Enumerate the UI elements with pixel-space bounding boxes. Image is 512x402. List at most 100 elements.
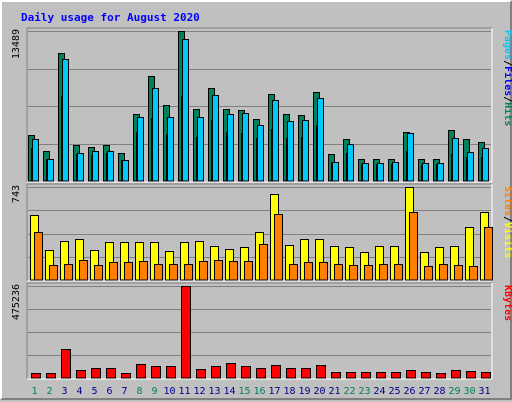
bar-sites xyxy=(34,232,43,281)
legend-entry: / xyxy=(502,216,512,222)
bar-kbytes xyxy=(211,366,221,379)
bar-pages xyxy=(392,162,399,182)
bar-sites xyxy=(229,261,238,281)
day-label: 8 xyxy=(136,386,142,397)
bar-pages xyxy=(302,120,309,182)
bar-kbytes xyxy=(361,372,371,379)
bar-sites xyxy=(184,264,193,281)
bar-sites xyxy=(304,262,313,281)
bar-kbytes xyxy=(76,370,86,379)
panel-hits_files_pages: 13489 Pages/Files/Hits xyxy=(11,27,512,183)
day-label: 23 xyxy=(358,386,370,397)
bar-kbytes xyxy=(226,363,236,379)
day-label: 14 xyxy=(223,386,235,397)
bar-pages xyxy=(77,153,84,182)
bar-kbytes xyxy=(451,370,461,379)
bar-sites xyxy=(364,265,373,281)
day-label: 12 xyxy=(193,386,205,397)
day-label: 3 xyxy=(61,386,67,397)
bar-sites xyxy=(289,264,298,281)
day-label: 20 xyxy=(313,386,325,397)
bar-pages xyxy=(332,162,339,182)
bar-kbytes xyxy=(301,368,311,379)
bar-pages xyxy=(377,163,384,182)
panel-background xyxy=(27,283,492,379)
bar-kbytes xyxy=(271,365,281,379)
day-label: 2 xyxy=(46,386,52,397)
day-label: 10 xyxy=(163,386,175,397)
bar-kbytes xyxy=(286,368,296,379)
bar-kbytes xyxy=(31,373,41,379)
day-label: 19 xyxy=(298,386,310,397)
bar-sites xyxy=(124,262,133,281)
bar-pages xyxy=(272,100,279,182)
bar-sites xyxy=(469,266,478,281)
legend-entry: Files xyxy=(502,66,512,96)
bar-pages xyxy=(287,121,294,182)
bar-pages xyxy=(92,151,99,182)
bar-sites xyxy=(49,265,58,281)
day-label: 24 xyxy=(373,386,385,397)
legend-entry: Sites xyxy=(502,186,512,216)
day-label: 27 xyxy=(418,386,430,397)
bar-sites xyxy=(424,266,433,281)
panel-visits_sites: 743 Sites/Visits xyxy=(11,183,512,282)
legend-entry: KBytes xyxy=(502,285,512,321)
bar-pages xyxy=(167,117,174,182)
bar-sites xyxy=(244,261,253,281)
legend-entry: Hits xyxy=(502,102,512,126)
bar-sites xyxy=(94,265,103,281)
legend-entry: / xyxy=(502,60,512,66)
bar-sites xyxy=(259,244,268,281)
day-label: 16 xyxy=(253,386,265,397)
bar-pages xyxy=(197,117,204,182)
day-label: 30 xyxy=(463,386,475,397)
bar-pages xyxy=(482,148,489,182)
bar-kbytes xyxy=(121,373,131,379)
day-label: 9 xyxy=(151,386,157,397)
bar-sites xyxy=(154,264,163,281)
bar-pages xyxy=(152,88,159,182)
bar-kbytes xyxy=(151,366,161,379)
bar-kbytes xyxy=(136,364,146,379)
day-label: 28 xyxy=(433,386,445,397)
day-label: 17 xyxy=(268,386,280,397)
bar-sites xyxy=(64,264,73,281)
bar-kbytes xyxy=(421,372,431,379)
legend-kbytes: KBytes xyxy=(502,285,512,321)
day-label: 22 xyxy=(343,386,355,397)
bar-sites xyxy=(109,262,118,281)
bar-kbytes xyxy=(406,370,416,379)
bar-sites xyxy=(409,212,418,281)
bar-kbytes xyxy=(346,372,356,379)
y-max-label: 743 xyxy=(11,185,22,203)
legend-entry: / xyxy=(502,96,512,102)
bar-sites xyxy=(319,262,328,281)
bar-kbytes xyxy=(481,372,491,379)
panel-kbytes: 475236 KBytes xyxy=(11,282,512,380)
bar-sites xyxy=(454,265,463,281)
bar-kbytes xyxy=(61,349,71,379)
legend-hits_files_pages: Pages/Files/Hits xyxy=(502,30,512,126)
bar-sites xyxy=(274,214,283,281)
day-label: 5 xyxy=(91,386,97,397)
day-label: 11 xyxy=(178,386,190,397)
bar-kbytes xyxy=(46,373,56,379)
day-label: 31 xyxy=(478,386,490,397)
bar-pages xyxy=(182,39,189,182)
bar-kbytes xyxy=(166,366,176,379)
bar-kbytes xyxy=(241,366,251,379)
y-max-label: 475236 xyxy=(11,284,22,320)
bar-pages xyxy=(212,95,219,182)
bar-kbytes xyxy=(331,372,341,379)
bar-pages xyxy=(62,59,69,182)
bar-pages xyxy=(257,125,264,182)
bar-pages xyxy=(227,114,234,182)
legend-entry: Visits xyxy=(502,222,512,258)
day-label: 18 xyxy=(283,386,295,397)
legend-visits_sites: Sites/Visits xyxy=(502,186,512,258)
bar-sites xyxy=(139,261,148,281)
day-label: 1 xyxy=(31,386,37,397)
